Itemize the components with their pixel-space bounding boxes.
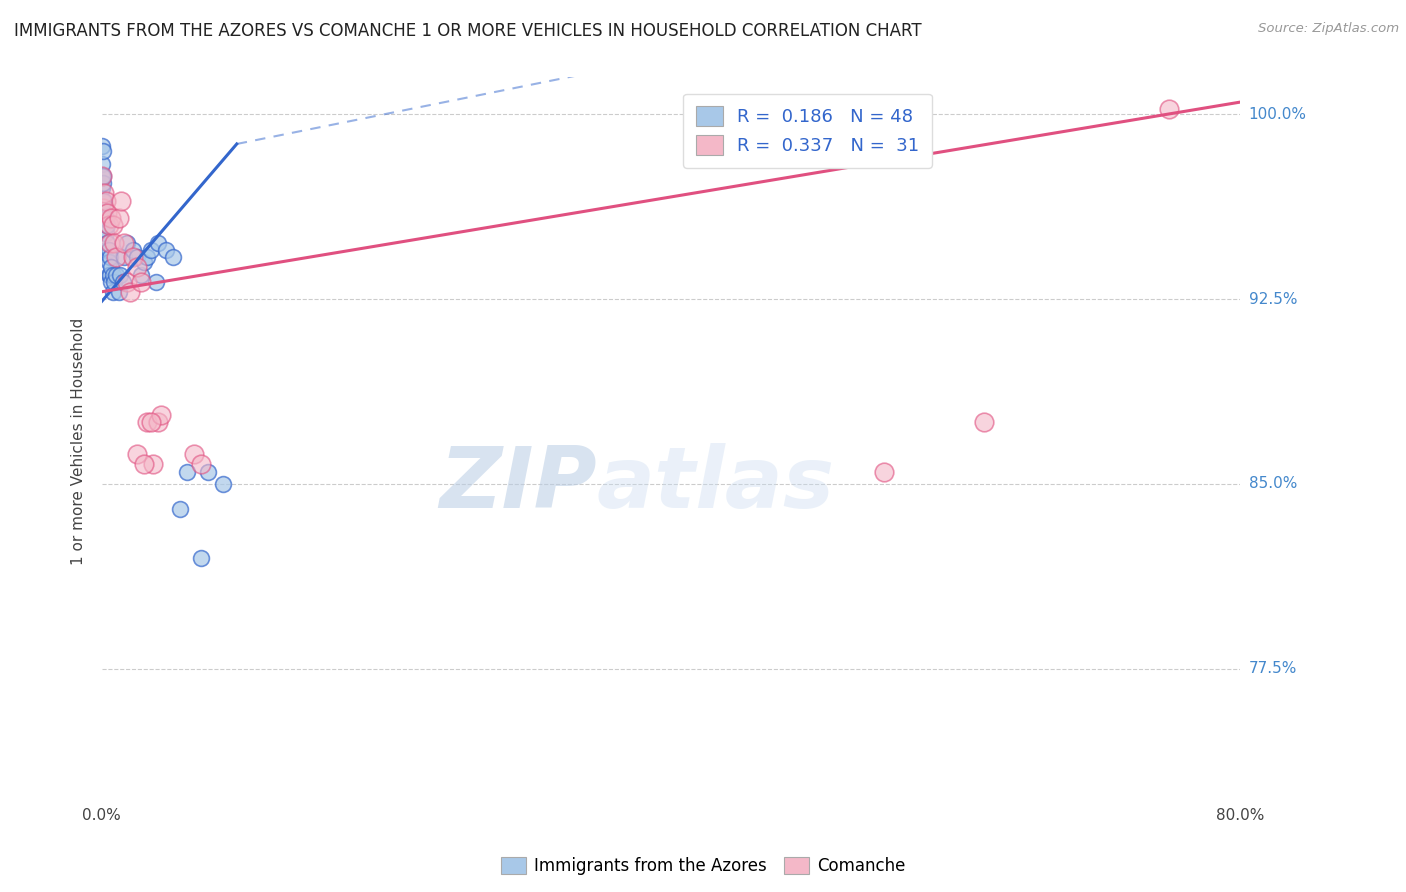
Point xyxy=(118,285,141,299)
Point xyxy=(96,206,118,220)
Text: atlas: atlas xyxy=(598,443,835,526)
Point xyxy=(91,139,114,153)
Point xyxy=(141,416,163,430)
Point xyxy=(183,447,205,461)
Point xyxy=(110,194,132,208)
Point xyxy=(101,219,124,233)
Point xyxy=(197,465,219,479)
Point xyxy=(98,268,121,282)
Point xyxy=(127,250,149,264)
Text: 92.5%: 92.5% xyxy=(1249,292,1298,307)
Point xyxy=(1159,103,1181,117)
Point xyxy=(107,285,129,299)
Legend: R =  0.186   N = 48, R =  0.337   N =  31: R = 0.186 N = 48, R = 0.337 N = 31 xyxy=(683,94,932,168)
Text: Source: ZipAtlas.com: Source: ZipAtlas.com xyxy=(1258,22,1399,36)
Point xyxy=(108,268,131,282)
Point xyxy=(121,243,143,257)
Point xyxy=(91,156,114,170)
Point xyxy=(93,194,115,208)
Point xyxy=(98,235,121,250)
Point xyxy=(97,268,120,282)
Point xyxy=(94,211,117,225)
Legend: Immigrants from the Azores, Comanche: Immigrants from the Azores, Comanche xyxy=(494,850,912,882)
Point xyxy=(873,465,896,479)
Point xyxy=(93,206,115,220)
Point xyxy=(100,211,122,225)
Point xyxy=(127,447,149,461)
Point xyxy=(97,219,120,233)
Point xyxy=(101,268,124,282)
Point xyxy=(112,235,135,250)
Point xyxy=(104,268,127,282)
Point xyxy=(136,416,159,430)
Point xyxy=(145,275,167,289)
Point xyxy=(162,250,184,264)
Point xyxy=(93,226,115,240)
Point xyxy=(973,416,995,430)
Point xyxy=(91,145,114,159)
Point xyxy=(121,250,143,264)
Point xyxy=(103,275,125,289)
Point xyxy=(190,550,212,565)
Point xyxy=(91,177,114,191)
Point xyxy=(97,243,120,257)
Point xyxy=(136,250,159,264)
Text: ZIP: ZIP xyxy=(439,443,598,526)
Point xyxy=(96,235,118,250)
Point xyxy=(176,465,198,479)
Point xyxy=(101,285,124,299)
Point xyxy=(103,235,125,250)
Point xyxy=(131,275,153,289)
Point xyxy=(91,194,114,208)
Point xyxy=(142,457,165,471)
Point xyxy=(134,255,156,269)
Point xyxy=(94,194,117,208)
Point xyxy=(97,255,120,269)
Point xyxy=(190,457,212,471)
Point xyxy=(169,501,191,516)
Point xyxy=(131,268,153,282)
Point xyxy=(211,477,233,491)
Point xyxy=(91,169,114,183)
Point xyxy=(127,260,149,275)
Text: IMMIGRANTS FROM THE AZORES VS COMANCHE 1 OR MORE VEHICLES IN HOUSEHOLD CORRELATI: IMMIGRANTS FROM THE AZORES VS COMANCHE 1… xyxy=(14,22,922,40)
Point xyxy=(148,416,170,430)
Point xyxy=(98,250,121,264)
Point xyxy=(150,408,173,422)
Point xyxy=(100,260,122,275)
Point xyxy=(134,457,156,471)
Point xyxy=(91,181,114,195)
Point xyxy=(96,219,118,233)
Point xyxy=(91,169,114,183)
Y-axis label: 1 or more Vehicles in Household: 1 or more Vehicles in Household xyxy=(72,318,86,565)
Point xyxy=(115,275,138,289)
Point xyxy=(115,235,138,250)
Text: 77.5%: 77.5% xyxy=(1249,661,1296,676)
Point xyxy=(93,211,115,225)
Point xyxy=(94,226,117,240)
Text: 85.0%: 85.0% xyxy=(1249,476,1296,491)
Text: 100.0%: 100.0% xyxy=(1249,107,1306,122)
Point xyxy=(94,243,117,257)
Point xyxy=(111,275,134,289)
Point xyxy=(155,243,177,257)
Point xyxy=(93,186,115,201)
Point xyxy=(91,169,114,183)
Point xyxy=(141,243,163,257)
Point xyxy=(91,201,114,215)
Point xyxy=(100,275,122,289)
Point xyxy=(112,250,135,264)
Point xyxy=(107,211,129,225)
Point xyxy=(148,235,170,250)
Point xyxy=(104,250,127,264)
